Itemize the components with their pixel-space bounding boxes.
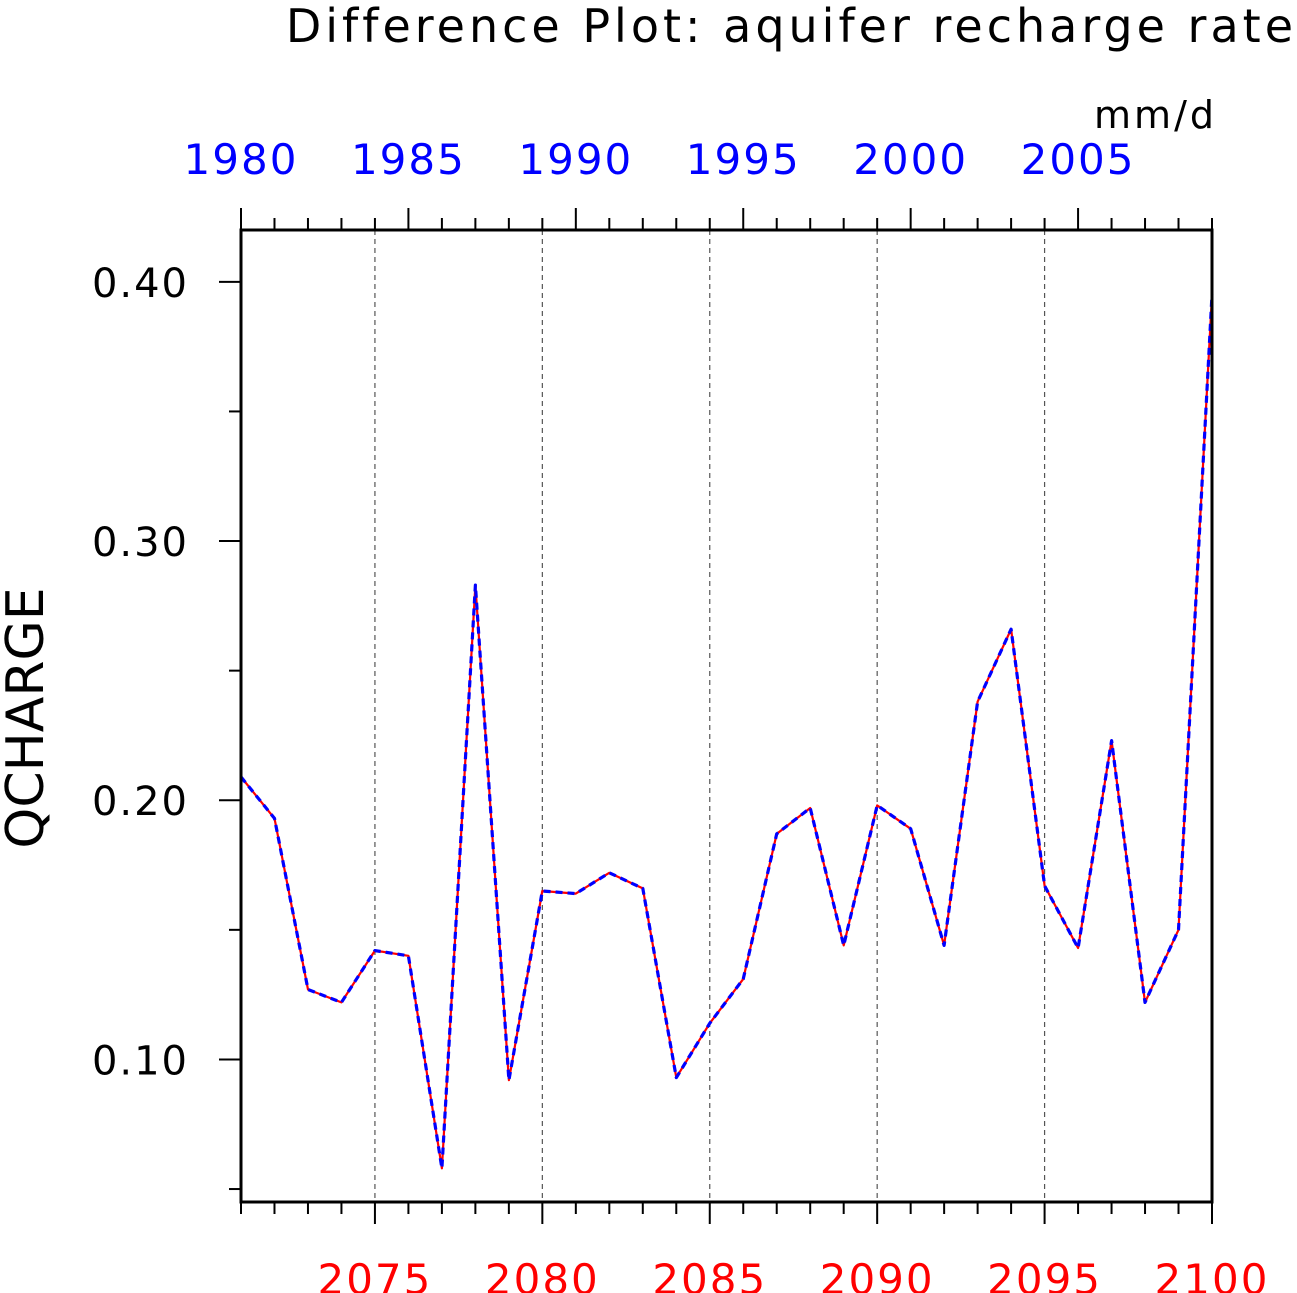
top-tick-label: 1995 [686, 135, 801, 184]
y-tick-label: 0.20 [92, 779, 189, 825]
bottom-tick-label: 2085 [652, 1255, 767, 1293]
series-line-top-axis [239, 294, 1214, 1170]
chart-title: Difference Plot: aquifer recharge rate [286, 0, 1297, 53]
top-tick-label: 1985 [351, 135, 466, 184]
plot-frame [239, 228, 1214, 1204]
top-tick-label: 1980 [184, 135, 299, 184]
y-tick-label: 0.40 [92, 261, 189, 307]
series-lines [239, 294, 1214, 1170]
series-line-bottom-axis [240, 294, 1214, 1170]
vertical-gridlines [374, 230, 1046, 1202]
bottom-tick-label: 2080 [485, 1255, 600, 1293]
units-label: mm/d [1094, 93, 1217, 137]
top-tick-label: 2000 [853, 135, 968, 184]
axis-ticks: 2075 2080 2085 2090 2095 2100 1980 1985 1990 1995… [92, 135, 1270, 1293]
y-tick-label: 0.10 [92, 1038, 189, 1084]
bottom-tick-label: 2095 [987, 1255, 1102, 1293]
bottom-tick-label: 2075 [317, 1255, 432, 1293]
top-tick-label: 2005 [1021, 135, 1136, 184]
y-axis-label: QCHARGE [0, 587, 56, 848]
top-tick-label: 1990 [518, 135, 633, 184]
y-tick-label: 0.30 [92, 520, 189, 566]
bottom-tick-label: 2100 [1155, 1255, 1270, 1293]
bottom-tick-label: 2090 [820, 1255, 935, 1293]
